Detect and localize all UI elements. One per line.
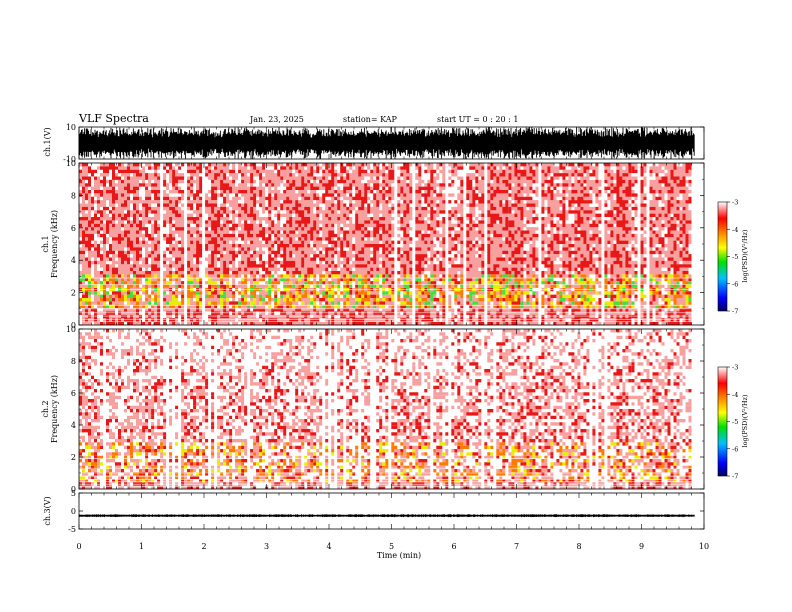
x-axis-label: Time (min) (377, 551, 421, 560)
ch1-colorbar: -3 -4 -5 -6 -7 log(PSD)(V²/Hz) (717, 199, 749, 316)
ch1-spectrogram-panel: 0 2 4 6 8 10 (66, 159, 705, 330)
x-axis-tick-label: 4 (326, 542, 331, 551)
colorbar-tick-label: -5 (732, 418, 738, 426)
ch2-colorbar-label: log(PSD)(V²/Hz) (741, 394, 749, 447)
ch1-spectrogram-ytick: 10 (66, 159, 76, 168)
ch2-colorbar: -3 -4 -5 -6 -7 log(PSD)(V²/Hz) (717, 364, 749, 481)
start-time-label: start UT = 0 : 20 : 1 (437, 115, 518, 124)
ch1-spectrogram-ytick: 6 (71, 224, 76, 233)
ch2-spectrogram-ytick: 10 (66, 325, 76, 334)
ch2-spectrogram-ytick: 2 (71, 453, 76, 462)
x-axis-tick-label: 2 (201, 542, 206, 551)
colorbar-tick-label: -3 (732, 199, 738, 207)
ch1-spectrogram-ylabel-freq: Frequency (kHz) (50, 210, 59, 278)
ch1-spectrogram-ylabel-channel: ch.1 (41, 235, 50, 252)
ch2-spectrogram-ytick: 8 (71, 357, 76, 366)
ch1-waveform-ytick: 10 (66, 123, 76, 132)
ch2-spectrogram-ytick: 6 (71, 389, 76, 398)
x-axis-tick-label: 0 (76, 542, 81, 551)
spectro-cells-higher (79, 442, 692, 483)
ch3-waveform-ytick: -5 (68, 525, 76, 534)
colorbar-tick-label: -7 (732, 473, 738, 481)
colorbar-tick-label: -4 (732, 226, 738, 234)
ch2-spectrogram-ylabel-channel: ch.2 (41, 400, 50, 417)
ch1-spectrogram-ytick: 4 (71, 256, 76, 265)
station-label: station= KAP (343, 115, 398, 124)
x-axis-tick-label: 10 (699, 542, 709, 551)
ch1-spectrogram-ytick: 0 (71, 321, 76, 330)
colorbar-tick-label: -6 (732, 280, 738, 288)
colorbar-tick-label: -7 (732, 308, 738, 316)
colorbar-tick-label: -4 (732, 391, 738, 399)
ch1-waveform-panel: 10 -10 (63, 123, 705, 164)
ch2-spectrogram-ytick: 0 (71, 485, 76, 494)
ch1-waveform-ylabel: ch.1(V) (43, 127, 52, 156)
colorbar-tick-label: -5 (732, 253, 738, 261)
figure-title: VLF Spectra (78, 112, 149, 125)
colorbar-tick-label: -3 (732, 364, 738, 372)
ch3-waveform-ytick: 5 (71, 489, 76, 498)
spectro-cells-high (79, 442, 692, 483)
ch1-waveform-trace (78, 127, 695, 159)
ch1-waveform-ytick: -10 (63, 155, 76, 164)
ch3-waveform-trace (78, 514, 695, 518)
ch1-spectrogram-ytick: 2 (71, 289, 76, 298)
ch3-waveform-panel: 5 0 -5 (68, 489, 705, 534)
colorbar-tick-label: -6 (732, 445, 738, 453)
ch1-colorbar-label: log(PSD)(V²/Hz) (741, 229, 749, 282)
x-axis-tick-label: 6 (451, 542, 456, 551)
ch2-spectrogram-panel: 0 2 4 6 8 10 (66, 325, 705, 494)
x-axis-tick-label: 5 (389, 542, 394, 551)
x-axis-tick-label: 7 (514, 542, 519, 551)
x-axis: 0 1 2 3 4 5 6 7 8 9 10 (76, 542, 709, 551)
spectro-cells-low (79, 329, 692, 490)
spectro-cells-high (79, 274, 692, 309)
ch2-spectrogram-ylabel-freq: Frequency (kHz) (50, 375, 59, 443)
x-axis-tick-label: 1 (139, 542, 144, 551)
ch2-spectrogram-ytick: 4 (71, 421, 76, 430)
x-axis-tick-label: 8 (576, 542, 581, 551)
ch3-waveform-ylabel: ch.3(V) (43, 496, 52, 525)
ch1-spectrogram-ytick: 8 (71, 191, 76, 200)
x-axis-tick-label: 9 (639, 542, 644, 551)
ch3-waveform-ytick: 0 (71, 507, 76, 516)
ch3-waveform-frame (78, 492, 705, 530)
x-axis-tick-label: 3 (264, 542, 269, 551)
date-label: Jan. 23, 2025 (249, 115, 304, 124)
